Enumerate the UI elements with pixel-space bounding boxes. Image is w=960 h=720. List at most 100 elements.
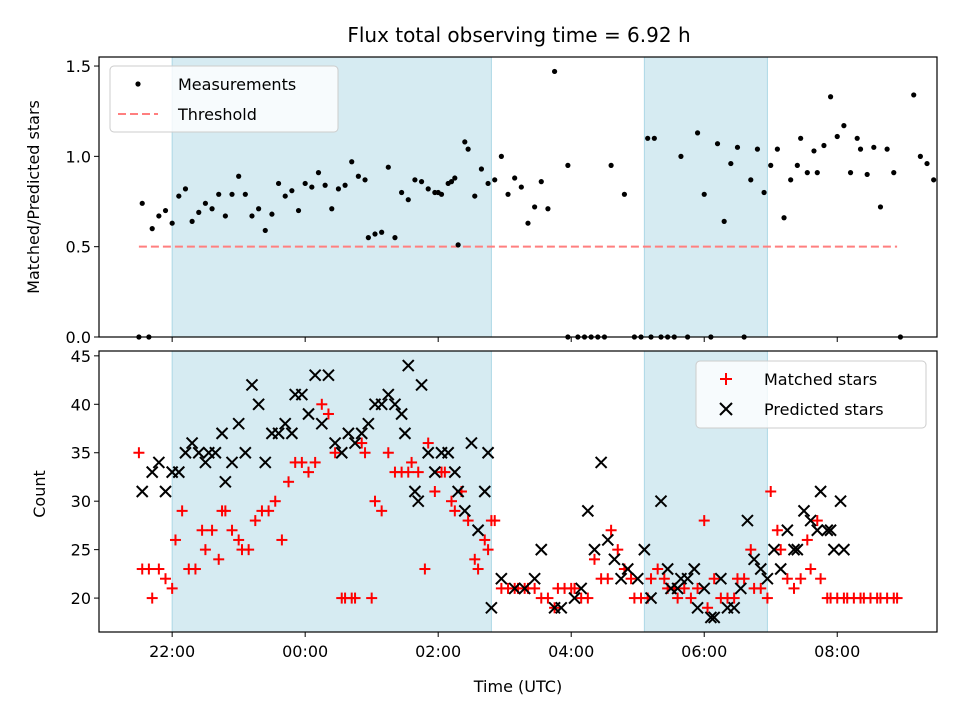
measurement-point [156,213,162,219]
matched-star-point [745,544,757,556]
ratio-y-ticks: 0.0 0.5 1.0 1.5 [66,57,99,347]
measurement-point [794,162,800,168]
predicted-star-point [412,494,425,508]
ratio-x-ticks [171,337,838,342]
measurement-point [774,146,780,152]
matched-star-point [625,573,637,585]
matched-star-point [479,534,491,546]
measurement-point [924,160,930,167]
predicted-star-point [654,494,668,508]
matched-star-point [133,447,145,459]
measurement-point [315,170,322,176]
matched-star-point [708,573,720,585]
measurement-point [485,180,491,187]
predicted-star-point [608,553,621,566]
measurement-point [392,235,398,241]
matched-star-point [276,534,288,546]
measurement-point [911,92,917,98]
matched-star-point [422,437,434,449]
measurement-point [804,170,810,176]
y-tick-label: 25 [71,541,91,560]
predicted-star-point [811,524,824,537]
measurement-point [891,170,897,176]
matched-star-point [296,456,308,468]
measurement-point [399,189,405,196]
predicted-star-point [478,485,491,498]
matched-star-point [891,592,903,604]
measurement-point [854,135,860,141]
measurement-point [761,189,767,196]
predicted-star-point [471,524,485,537]
measurement-point [275,180,282,187]
predicted-star-point [774,562,787,576]
measurement-point [877,204,884,210]
predicted-star-point [681,572,694,585]
count-legend: Matched stars Predicted stars [695,360,927,429]
matched-star-point [462,515,474,527]
matched-star-point [728,592,740,604]
y-tick-label: 20 [71,589,91,608]
ratio-legend: Measurements Threshold [109,65,339,133]
measurement-point [621,191,628,197]
predicted-star-point [621,562,634,576]
measurement-point [309,184,315,190]
predicted-star-point [192,446,205,459]
predicted-star-point [834,494,847,508]
ratio-y-axis-label: Matched/Predicted stars [24,100,43,294]
predicted-star-point [402,359,415,372]
matched-star-point [263,505,275,517]
x-tick-label: 04:00 [548,642,594,661]
measurement-point [788,177,794,183]
predicted-star-point [485,601,498,614]
predicted-star-point [691,601,704,614]
measurement-point [465,146,471,152]
predicted-star-point [704,611,718,624]
measurement-point [834,133,840,140]
predicted-star-point [252,398,265,411]
measurement-point [462,139,468,145]
matched-star-point [605,524,617,536]
predicted-star-point [342,427,355,440]
matched-star-point [249,515,261,527]
matched-star-point [429,486,441,497]
measurement-point [418,179,425,185]
predicted-star-point [747,553,761,566]
legend-marker-predicted [719,402,733,416]
measurement-point [847,170,854,176]
legend-marker-measurements [135,81,141,87]
matched-star-point [309,456,321,468]
matched-star-point [243,544,255,556]
predicted-star-point [821,524,834,537]
measurement-point [714,141,721,147]
matched-star-point [303,466,314,478]
measurement-point [302,180,308,187]
count-x-ticks: 22:00 00:00 02:00 04:00 06:00 08:00 [149,632,860,661]
matched-star-point [658,573,670,585]
predicted-star-point [315,417,329,430]
predicted-star-point [279,417,292,430]
measurement-point [372,231,378,237]
matched-star-point [781,573,793,585]
matched-star-point [196,524,208,536]
predicted-star-point [555,601,568,614]
predicted-star-point [741,514,754,527]
matched-star-point [402,466,414,478]
predicted-star-point [209,446,222,459]
predicted-star-point [185,436,199,450]
measurement-point [289,188,295,194]
predicted-star-point [797,504,811,518]
measurement-point [282,193,288,199]
matched-star-point [788,582,800,594]
measurement-point [565,162,571,168]
measurement-point [814,170,820,176]
predicted-star-point [644,591,658,605]
predicted-star-point [225,456,239,469]
predicted-star-point [272,427,285,440]
measurement-point [798,135,804,141]
measurement-point [871,144,877,150]
measurement-point [721,218,727,224]
ratio-panel-frame [98,56,938,338]
measurement-point [249,213,255,219]
measurement-point [295,207,302,214]
predicted-star-point [355,427,368,440]
